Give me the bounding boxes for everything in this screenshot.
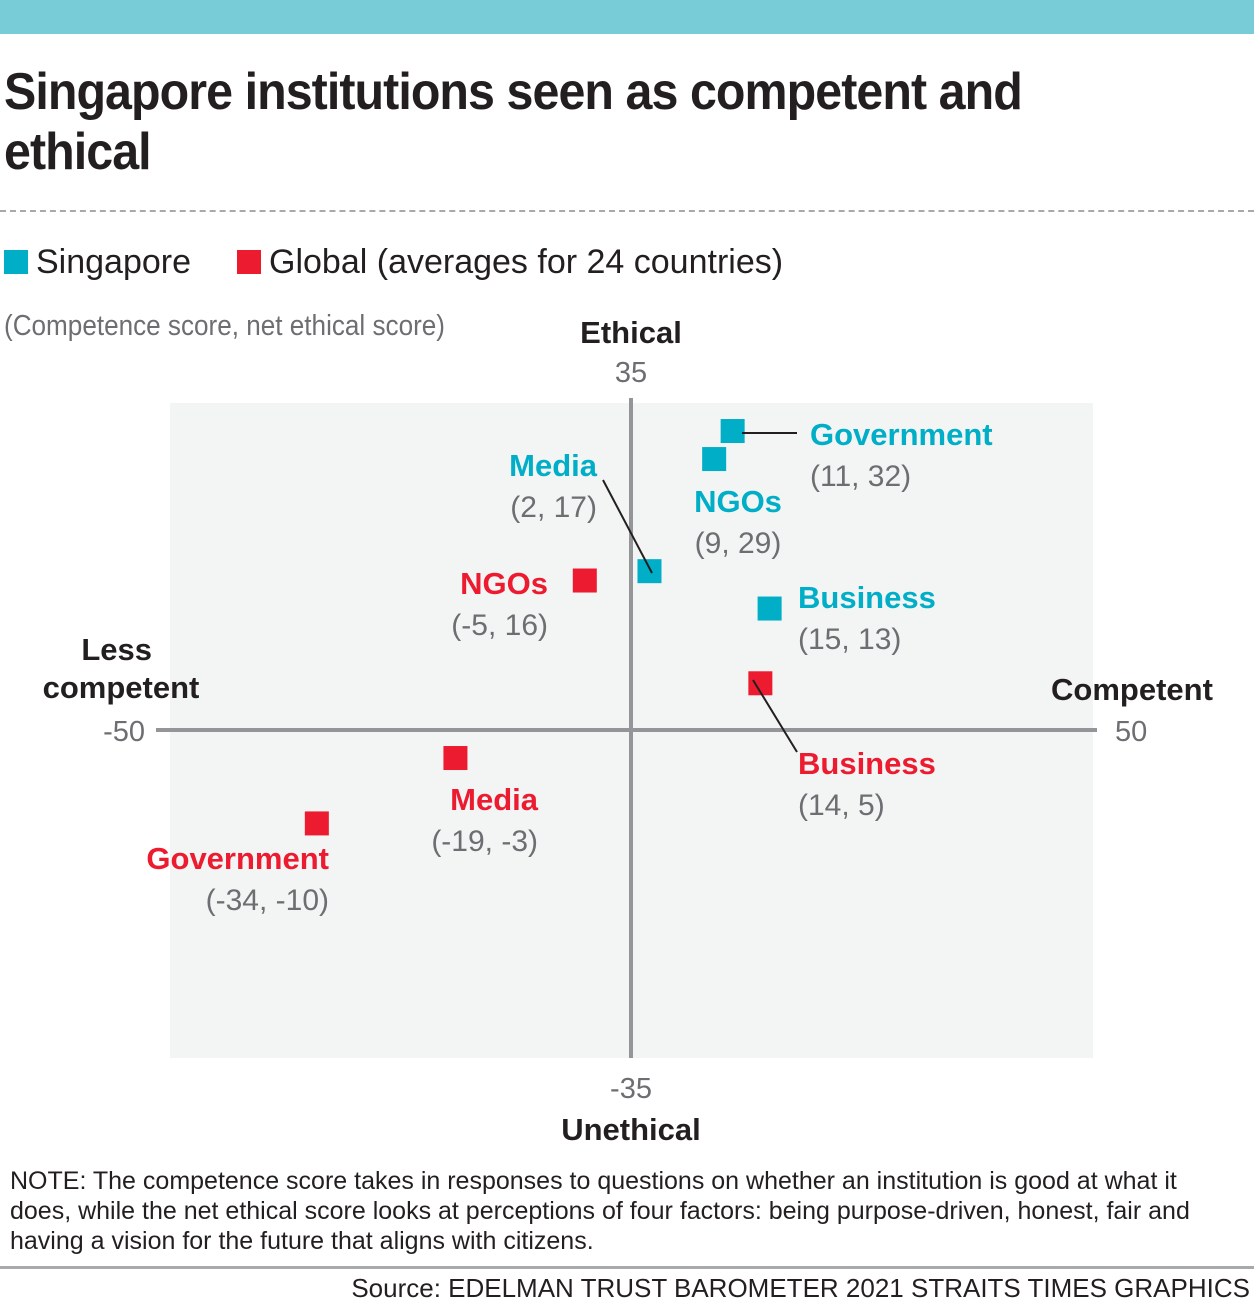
top-banner <box>0 0 1254 34</box>
y-axis-bottom-label: Unethical <box>561 1112 701 1147</box>
source-credit: Source: EDELMAN TRUST BAROMETER 2021 STR… <box>351 1273 1250 1303</box>
chart-subtitle: (Competence score, net ethical score) <box>4 310 445 342</box>
point-global-media <box>443 746 468 771</box>
data-marks: Government (11, 32) NGOs (9, 29) Media (2, 17… <box>146 417 992 917</box>
point-label-singapore-ngos: NGOs <box>694 484 782 519</box>
dashed-divider <box>0 210 1254 212</box>
legend-item-global: Global (averages for 24 countries) <box>237 243 783 282</box>
point-global-government <box>304 811 329 836</box>
point-label-global-government: Government <box>146 841 329 876</box>
point-singapore-government <box>720 419 745 444</box>
point-value-singapore-ngos: (9, 29) <box>695 527 782 560</box>
point-value-singapore-government: (11, 32) <box>810 460 911 493</box>
legend-swatch-singapore <box>4 250 28 274</box>
point-singapore-business <box>757 596 782 621</box>
point-label-global-business: Business <box>798 746 936 781</box>
legend-item-singapore: Singapore <box>4 243 191 282</box>
point-label-global-ngos: NGOs <box>460 566 548 601</box>
scatter-chart: Ethical 35 -35 Unethical Less competent … <box>43 315 1213 1147</box>
legend-label-singapore: Singapore <box>36 242 192 281</box>
chart-title: Singapore institutions seen as competent… <box>4 63 1023 181</box>
point-label-global-media: Media <box>450 782 539 817</box>
x-axis-right-label: Competent <box>1051 672 1213 707</box>
leader-line-global-business <box>752 679 798 753</box>
legend: Singapore Global (averages for 24 countr… <box>4 240 829 284</box>
point-value-singapore-media: (2, 17) <box>510 491 597 524</box>
footnote: NOTE: The competence score takes in resp… <box>10 1167 1190 1255</box>
x-tick-label-right: 50 <box>1115 716 1147 748</box>
point-singapore-ngos <box>702 447 727 472</box>
y-tick-label-top: 35 <box>615 357 647 389</box>
leader-line-singapore-media <box>602 479 653 574</box>
point-label-singapore-media: Media <box>509 448 598 483</box>
y-axis-top-label: Ethical <box>580 315 682 350</box>
x-axis-left-label: Less competent <box>43 632 200 705</box>
footer-rule <box>0 1266 1254 1269</box>
legend-swatch-global <box>237 250 262 274</box>
point-label-singapore-business: Business <box>798 580 936 615</box>
point-value-global-government: (-34, -10) <box>206 884 329 917</box>
point-value-global-business: (14, 5) <box>798 789 885 822</box>
y-tick-label-bottom: -35 <box>610 1073 652 1105</box>
x-tick-label-left: -50 <box>103 716 145 748</box>
legend-label-global: Global (averages for 24 countries) <box>269 242 784 281</box>
point-label-singapore-government: Government <box>810 417 993 452</box>
point-global-ngos <box>572 568 597 593</box>
x-axis-left-label-line1: Less <box>81 632 152 667</box>
point-value-global-ngos: (-5, 16) <box>451 609 548 642</box>
x-axis-left-label-line2: competent <box>43 670 200 705</box>
point-value-global-media: (-19, -3) <box>431 825 538 858</box>
point-value-singapore-business: (15, 13) <box>798 623 901 656</box>
point-singapore-media <box>637 559 662 584</box>
